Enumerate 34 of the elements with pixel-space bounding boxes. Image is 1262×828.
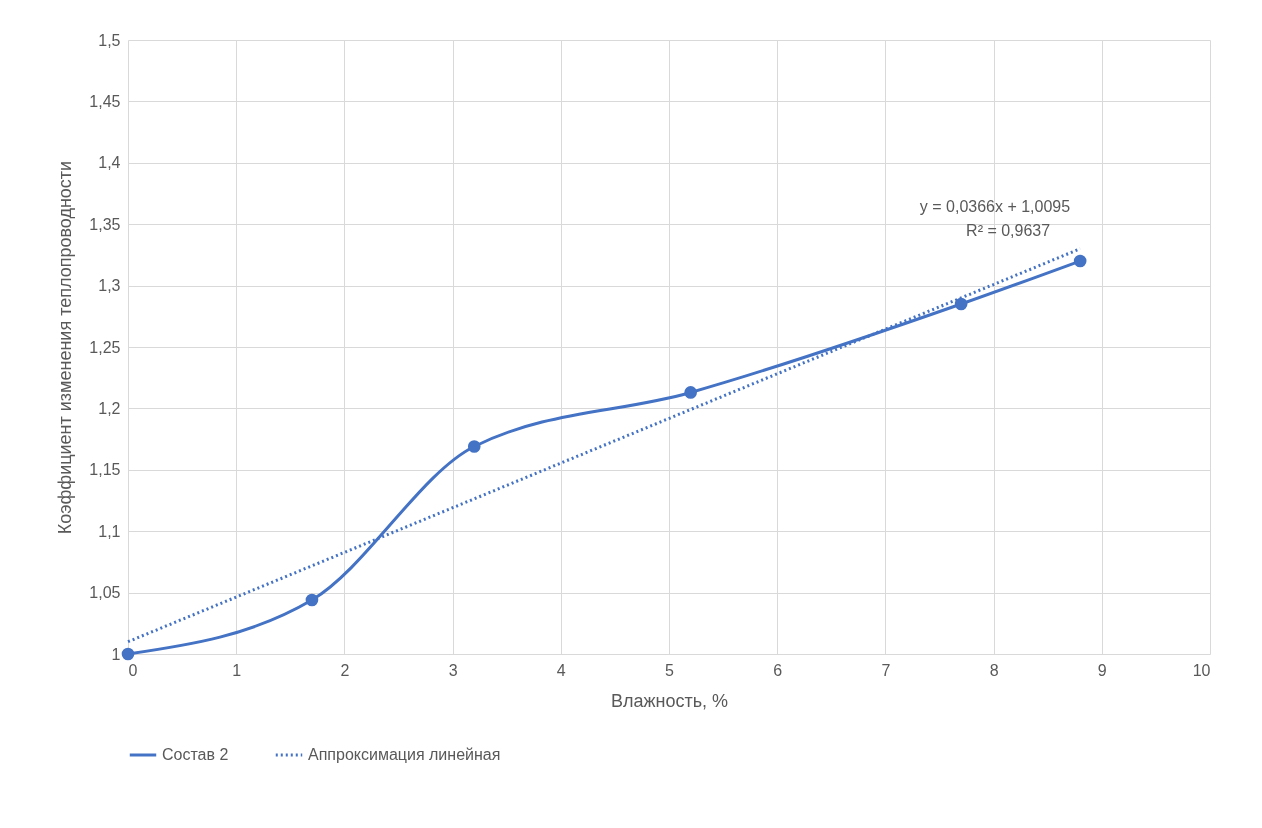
y-tick-label: 1,15 — [89, 461, 121, 479]
point — [684, 386, 697, 399]
x-tick-label: 2 — [340, 661, 350, 679]
y-tick-label: 1,05 — [89, 584, 121, 602]
annotation: R² = 0,9637 — [966, 221, 1051, 239]
point — [121, 647, 135, 661]
y-tick-label: 1,45 — [89, 92, 121, 110]
legend-label: Аппроксимация линейная — [308, 746, 501, 763]
y-tick-label: 1,25 — [89, 338, 121, 356]
point — [305, 593, 319, 607]
x-tick-label: 9 — [1097, 661, 1107, 679]
point — [954, 297, 968, 311]
y-tick-label: 1,1 — [98, 522, 121, 540]
y-tick-label: 1,4 — [98, 154, 121, 172]
x-tick-label: 1 — [232, 661, 242, 679]
x-tick-label: 8 — [989, 661, 999, 679]
x-axis-title: Влажность, % — [610, 690, 729, 711]
legend-label: Состав 2 — [162, 746, 229, 763]
y-tick-label: 1,3 — [98, 277, 121, 295]
y-tick-label: 1,5 — [98, 31, 121, 49]
point — [467, 440, 481, 453]
x-tick-label: 3 — [448, 661, 458, 679]
y-tick-label: 1 — [111, 645, 121, 663]
y-tick-label: 1,35 — [89, 215, 121, 233]
annotation: y = 0,0366x + 1,0095 — [919, 197, 1071, 215]
x-tick-label: 5 — [665, 661, 675, 679]
x-tick-label: 4 — [556, 661, 566, 679]
x-tick-label: 0 — [128, 661, 138, 679]
x-tick-label: 10 — [1192, 661, 1211, 679]
point — [1073, 254, 1087, 268]
y-axis-title: Коэффициент изменения теплопроводности — [55, 160, 76, 535]
y-tick-label: 1,2 — [98, 399, 121, 417]
x-tick-label: 7 — [881, 661, 891, 679]
x-tick-label: 6 — [773, 661, 783, 679]
